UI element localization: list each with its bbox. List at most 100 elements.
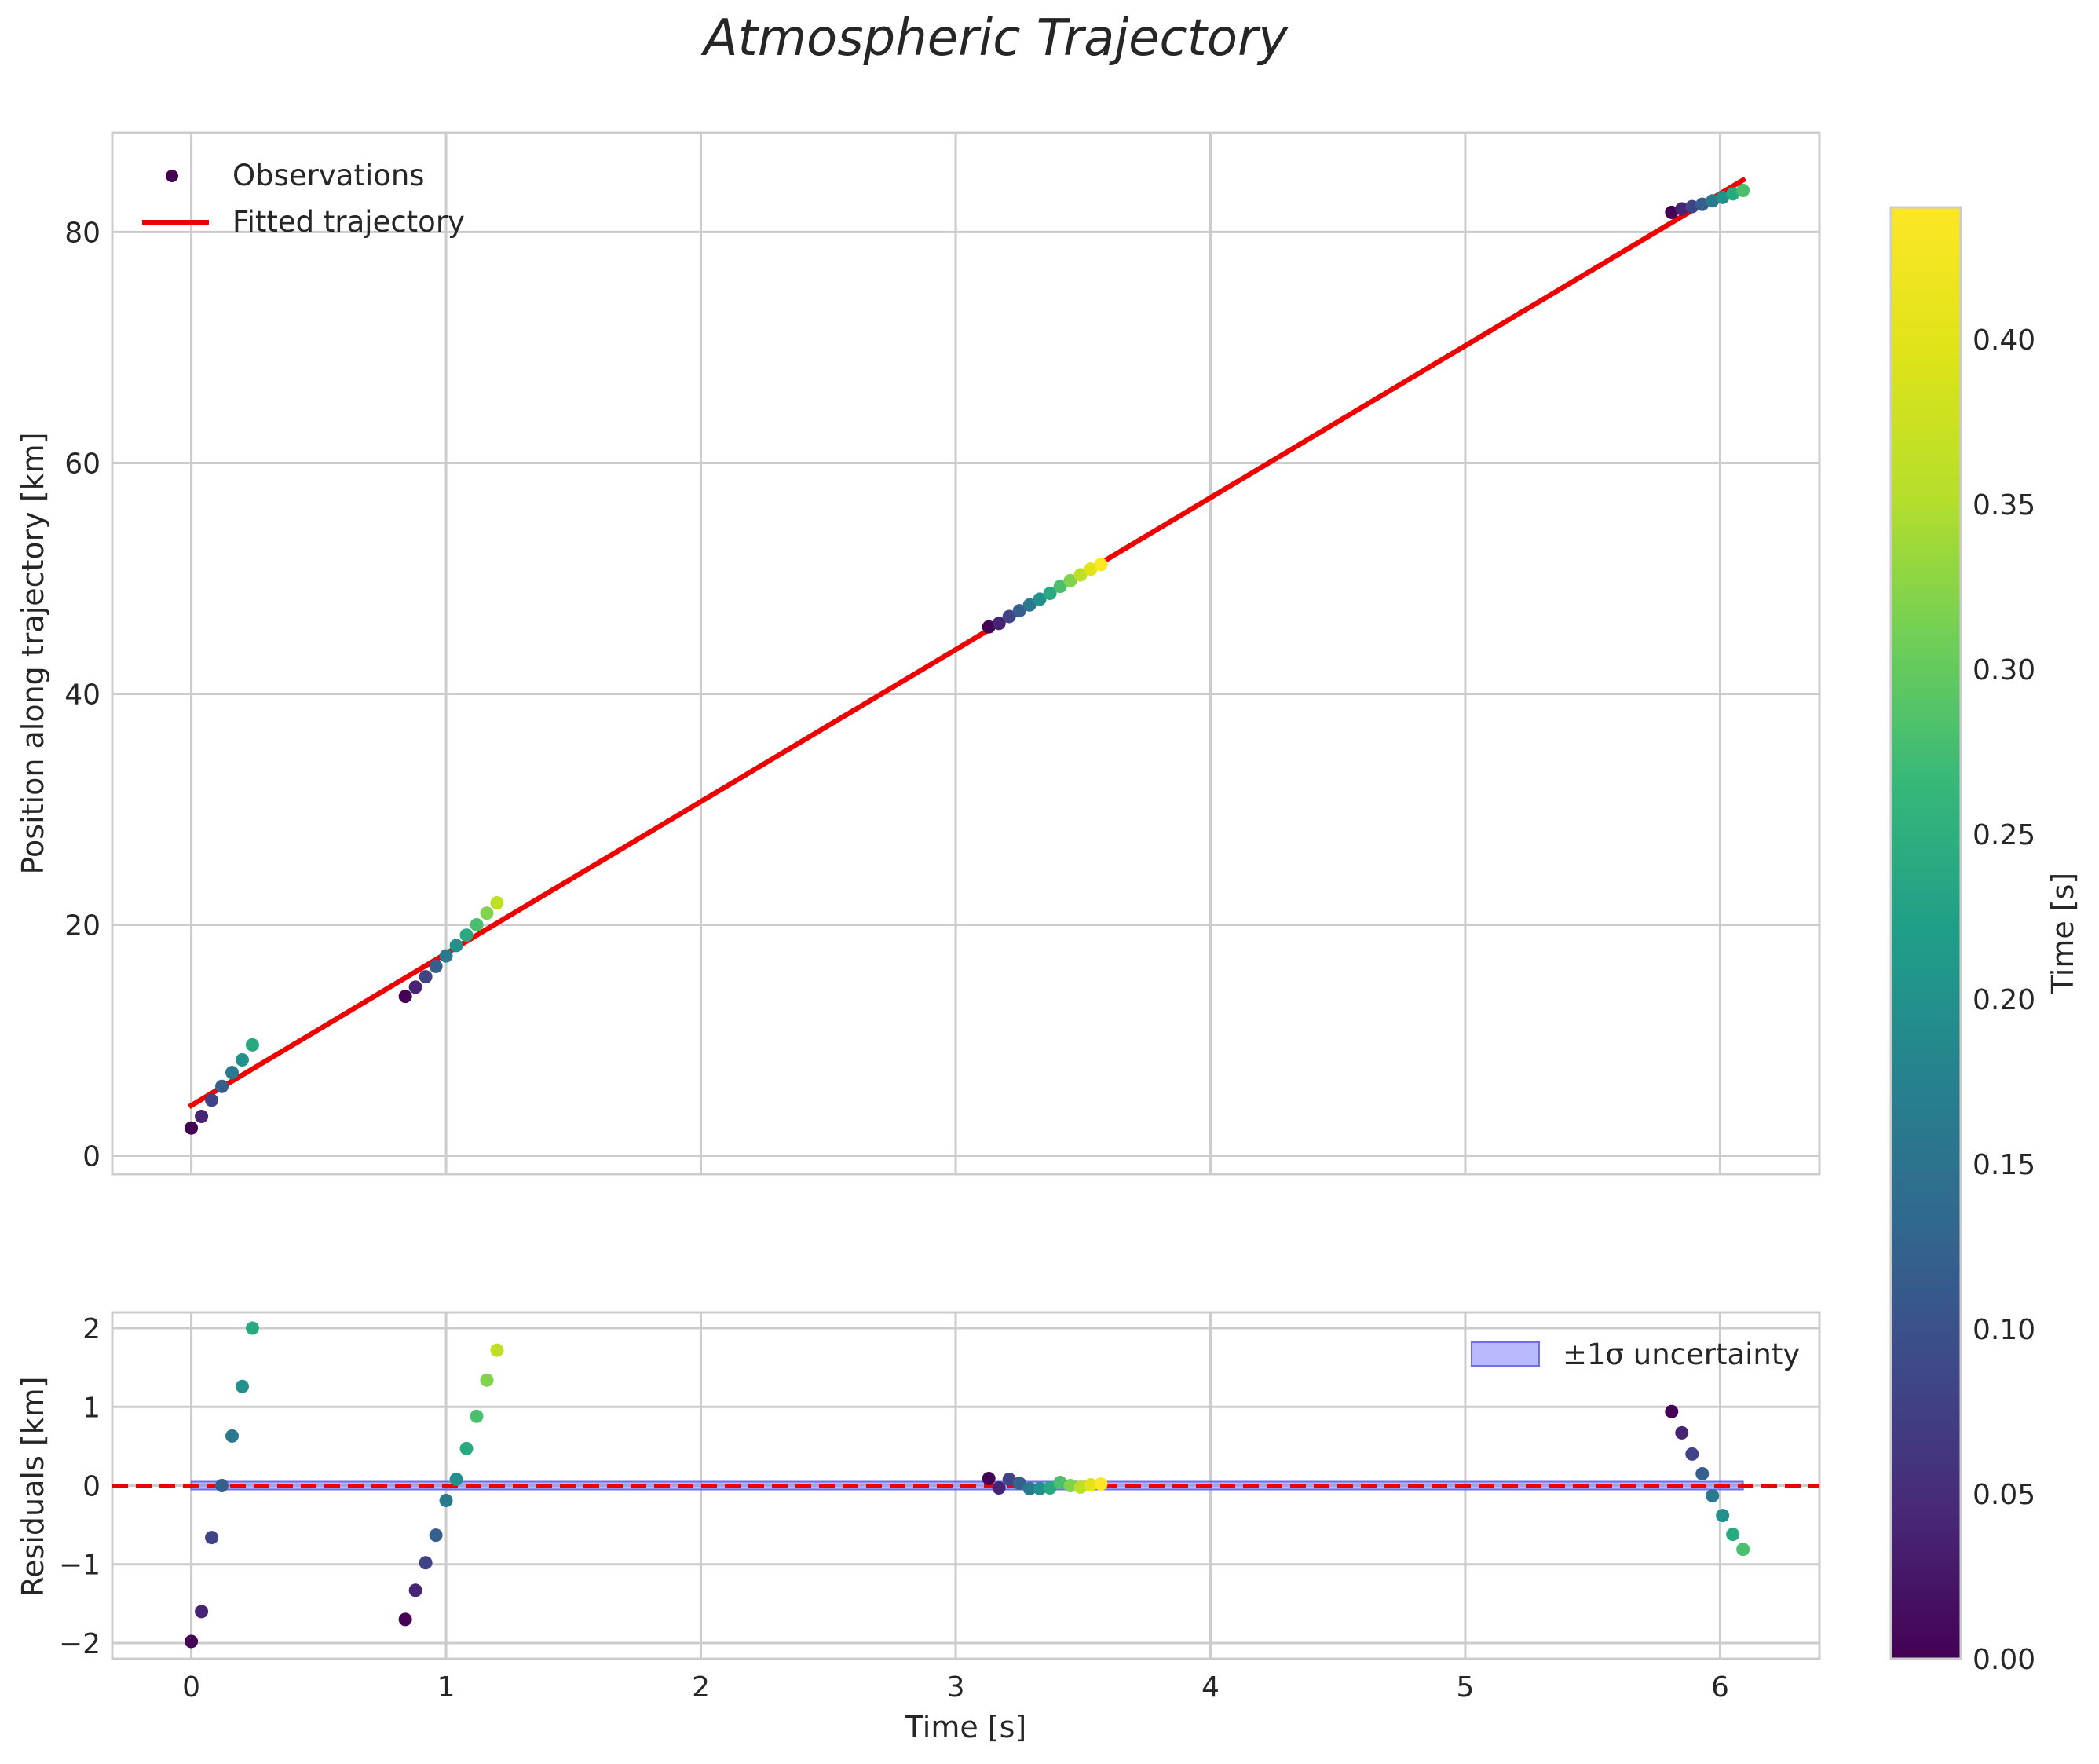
- legend-uncertainty-label: ±1σ uncertainty: [1563, 1338, 1800, 1371]
- colorbar-tick-label: 0.15: [1973, 1149, 2035, 1181]
- residual-point: [1685, 1447, 1699, 1461]
- colorbar: 0.00 0.05 0.10 0.15 0.20 0.25 0.30 0.35 0.40 Tim…: [1889, 206, 2080, 1676]
- residual-point: [459, 1441, 474, 1455]
- residual-point: [245, 1321, 259, 1335]
- observation-point: [1084, 562, 1098, 576]
- residual-point: [408, 1583, 422, 1597]
- observation-point: [1736, 184, 1750, 198]
- colorbar-tick-label: 0.10: [1973, 1314, 2035, 1346]
- residual-point: [1706, 1489, 1720, 1503]
- observation-point: [1675, 202, 1689, 216]
- residual-point: [439, 1494, 453, 1508]
- x-tick-label: 1: [437, 1671, 455, 1704]
- colorbar-gradient: [1889, 206, 1962, 1660]
- observation-point: [1012, 604, 1026, 618]
- observation-point: [480, 906, 494, 920]
- legend-uncertainty-swatch: [1471, 1341, 1540, 1367]
- residual-point: [1033, 1482, 1047, 1496]
- observation-point: [1033, 592, 1047, 606]
- observation-point: [1073, 568, 1088, 582]
- observation-point: [215, 1079, 229, 1093]
- observation-point: [408, 980, 422, 994]
- observation-point: [1063, 573, 1077, 587]
- observation-point: [1695, 197, 1710, 211]
- observation-point: [195, 1109, 209, 1123]
- residual-point: [205, 1531, 219, 1545]
- residual-point: [429, 1528, 443, 1543]
- observation-point: [185, 1121, 199, 1135]
- residual-point: [449, 1472, 463, 1486]
- position-panel: 0 20 40 60 80 Position along trajectory [km]…: [16, 131, 1821, 1176]
- observation-point: [490, 896, 504, 910]
- residual-point: [1002, 1472, 1016, 1486]
- x-tick-label: 3: [947, 1671, 965, 1704]
- residual-point: [1063, 1479, 1077, 1492]
- residuals-y-tick-label: −1: [59, 1550, 101, 1582]
- observation-point: [992, 617, 1006, 631]
- legend-observations-marker: [166, 170, 178, 182]
- observation-point: [1685, 199, 1699, 214]
- residual-point: [1695, 1466, 1710, 1480]
- residual-point: [1675, 1425, 1689, 1440]
- x-tick-label: 2: [692, 1671, 710, 1704]
- position-y-axis-label: Position along trajectory [km]: [16, 432, 50, 874]
- observation-point: [235, 1052, 249, 1067]
- residuals-legend: ±1σ uncertainty: [1471, 1338, 1800, 1371]
- observation-point: [1053, 580, 1067, 594]
- observation-point: [1716, 190, 1730, 204]
- residual-point: [1073, 1480, 1088, 1495]
- residual-point: [225, 1429, 240, 1443]
- colorbar-label: Time [s]: [2046, 873, 2080, 995]
- residual-point: [185, 1634, 199, 1649]
- position-y-tick-label: 40: [64, 679, 101, 711]
- position-y-tick-label: 80: [64, 217, 101, 249]
- residual-point: [235, 1379, 249, 1393]
- residual-point: [1665, 1404, 1679, 1418]
- residuals-y-tick-label: −2: [59, 1628, 101, 1660]
- observation-point: [419, 970, 433, 984]
- x-tick-label: 0: [182, 1671, 200, 1704]
- x-axis-label: Time [s]: [905, 1710, 1027, 1744]
- colorbar-tick-label: 0.25: [1973, 819, 2035, 851]
- residual-point: [1012, 1476, 1026, 1490]
- observation-point: [1726, 187, 1740, 201]
- colorbar-tick-label: 0.00: [1973, 1644, 2035, 1676]
- observation-point: [1002, 609, 1016, 624]
- legend-observations-label: Observations: [232, 159, 425, 192]
- residuals-y-tick-label: 2: [82, 1313, 101, 1345]
- observation-point: [1094, 558, 1108, 572]
- residual-point: [1022, 1482, 1037, 1496]
- observation-point: [1022, 598, 1037, 612]
- residual-point: [992, 1481, 1006, 1495]
- residual-point: [1043, 1481, 1057, 1495]
- position-legend: Observations Fitted trajectory: [142, 159, 465, 239]
- observation-point: [429, 959, 443, 973]
- observation-point: [439, 949, 453, 963]
- residual-point: [398, 1612, 412, 1627]
- residuals-y-tick-label: 1: [82, 1392, 101, 1424]
- residual-point: [195, 1605, 209, 1619]
- legend-fit-label: Fitted trajectory: [232, 205, 465, 239]
- observation-point: [459, 928, 474, 942]
- observation-point: [245, 1038, 259, 1052]
- position-y-tick-label: 0: [82, 1140, 101, 1173]
- residual-point: [1053, 1475, 1067, 1489]
- position-y-tick-label: 20: [64, 909, 101, 942]
- observation-point: [470, 917, 484, 931]
- residual-point: [1736, 1543, 1750, 1557]
- residual-point: [982, 1471, 996, 1485]
- residuals-y-axis-label: Residuals [km]: [16, 1376, 50, 1597]
- residuals-y-tick-label: 0: [82, 1471, 101, 1503]
- residual-point: [1094, 1477, 1108, 1491]
- observation-point: [398, 990, 412, 1004]
- colorbar-tick-label: 0.35: [1973, 489, 2035, 522]
- observation-point: [225, 1066, 240, 1080]
- observation-point: [449, 939, 463, 953]
- residual-point: [480, 1373, 494, 1387]
- chart-title: Atmospheric Trajectory: [700, 9, 1289, 68]
- residual-point: [1084, 1477, 1098, 1491]
- residual-point: [490, 1343, 504, 1357]
- residual-point: [1726, 1528, 1740, 1542]
